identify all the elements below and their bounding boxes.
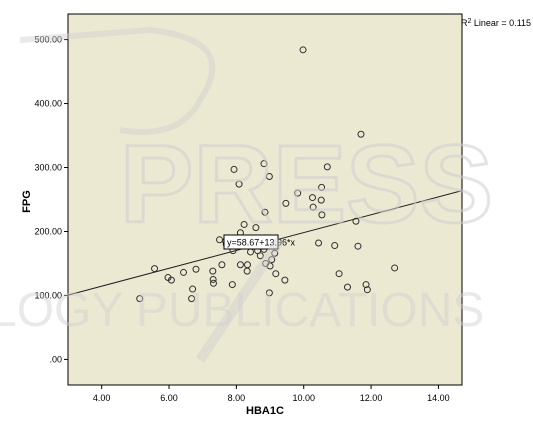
x-tick-label: 8.00 [228,393,246,403]
y-axis-label: FPG [21,190,33,213]
data-point [268,256,276,264]
data-point [243,267,251,275]
data-point [188,295,196,303]
x-axis-label: HBA1C [246,405,284,417]
data-point [218,261,226,269]
data-point [335,270,343,278]
data-point [323,163,331,171]
data-point [240,220,248,228]
data-point [167,276,175,284]
data-point [299,46,307,54]
y-tick-label: .00 [49,354,62,364]
r2-value: Linear = 0.115 [471,18,531,28]
data-point [362,281,370,289]
data-point [261,208,269,216]
data-point [308,194,316,202]
data-point [189,285,197,293]
data-point [281,276,289,284]
data-point [271,249,279,257]
equation-label: y=58.67+13.96*x [227,238,296,248]
data-point [282,199,290,207]
y-tick-label: 200.00 [34,226,62,236]
y-tick-label: 300.00 [34,163,62,173]
x-tick-label: 6.00 [160,393,178,403]
data-point [236,261,244,269]
data-point [252,224,260,232]
data-point [151,265,159,273]
plot-area [67,13,463,386]
data-point [136,295,144,303]
data-point [192,265,200,273]
equation-label-box [223,234,279,250]
data-point [272,270,280,278]
data-point [228,281,236,289]
data-point [352,217,360,225]
x-tick-label: 14.00 [427,393,450,403]
data-point [363,286,371,294]
data-point [391,264,399,272]
data-point [331,242,339,250]
data-point [315,239,323,247]
y-tick-label: 400.00 [34,99,62,109]
data-point [357,130,365,138]
data-point [318,211,326,219]
data-point [294,189,302,197]
data-point [209,279,217,287]
data-point [309,203,317,211]
x-tick-label: 4.00 [93,393,111,403]
r2-label: R2 Linear = 0.115 [461,18,531,29]
x-tick-label: 12.00 [360,393,383,403]
data-point [266,262,274,270]
data-point [344,283,352,291]
y-tick-label: 500.00 [34,35,62,45]
data-point [260,160,268,168]
data-point [209,275,217,283]
data-point [265,172,273,180]
data-point [180,268,188,276]
data-point [318,183,326,191]
y-tick-label: 100.00 [34,290,62,300]
r2-superscript: 2 [468,18,472,25]
data-point [256,252,264,260]
data-point [209,267,217,275]
data-point [317,196,325,204]
data-point [235,180,243,188]
x-tick-label: 10.00 [292,393,315,403]
data-point [354,242,362,250]
data-point [230,165,238,173]
data-point [265,289,273,297]
